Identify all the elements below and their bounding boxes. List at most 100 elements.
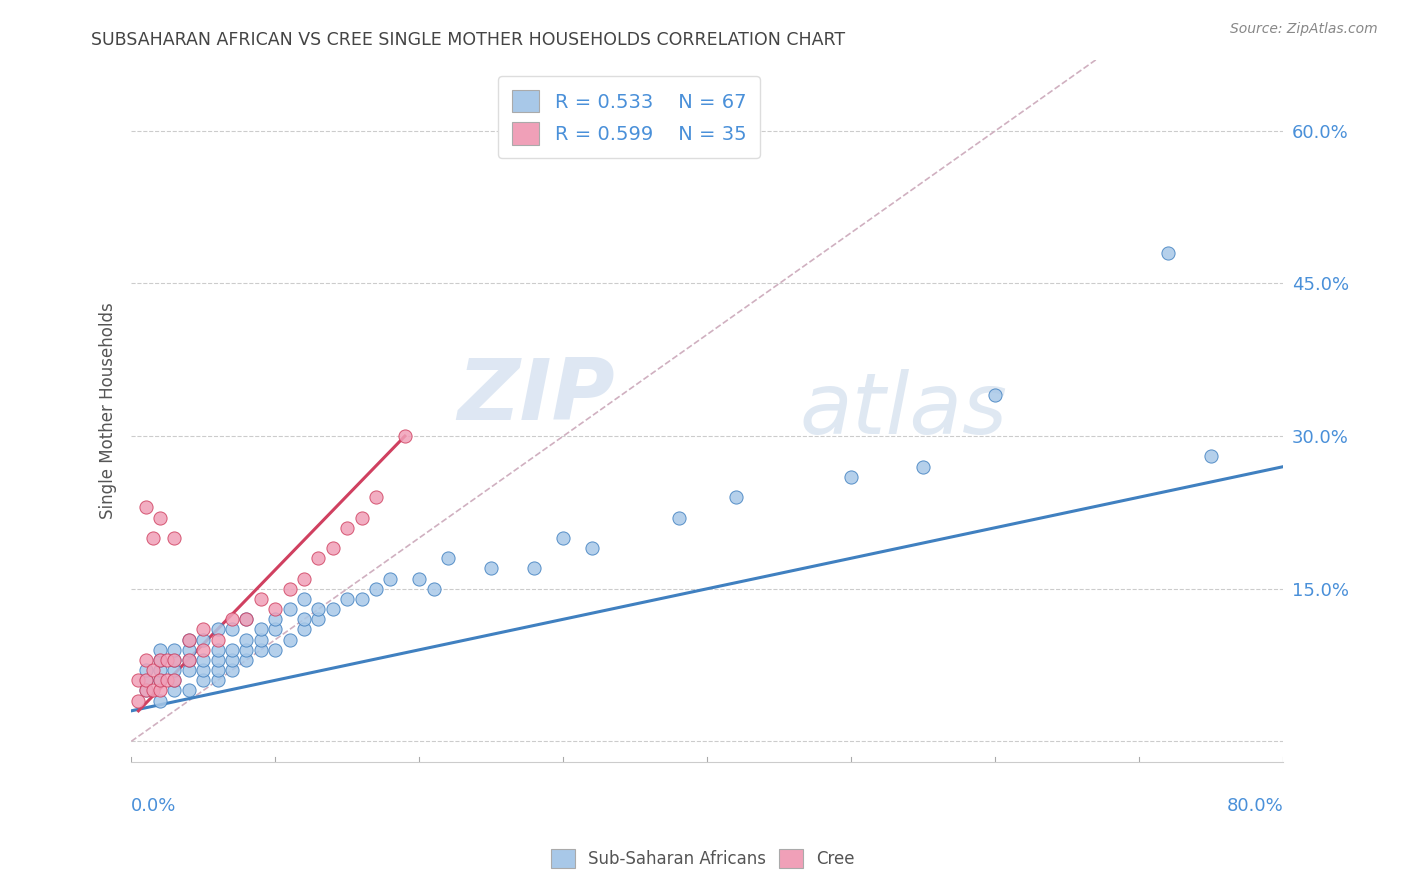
Point [207, 632, 229, 647]
Point [250, 591, 273, 606]
Point [149, 673, 172, 688]
Point [221, 612, 243, 626]
Text: Source: ZipAtlas.com: Source: ZipAtlas.com [1230, 22, 1378, 37]
Point [149, 653, 172, 667]
Point [322, 602, 344, 616]
Point [149, 653, 172, 667]
Point [437, 551, 460, 566]
Point [163, 663, 186, 677]
Point [292, 572, 315, 586]
Point [725, 490, 748, 504]
Y-axis label: Single Mother Households: Single Mother Households [100, 302, 117, 519]
Point [142, 683, 165, 698]
Point [163, 683, 186, 698]
Point [422, 582, 444, 596]
Text: SUBSAHARAN AFRICAN VS CREE SINGLE MOTHER HOUSEHOLDS CORRELATION CHART: SUBSAHARAN AFRICAN VS CREE SINGLE MOTHER… [91, 31, 845, 49]
Point [207, 663, 229, 677]
Point [322, 541, 344, 555]
Point [135, 500, 157, 515]
Point [250, 632, 273, 647]
Point [380, 572, 402, 586]
Point [250, 642, 273, 657]
Point [523, 561, 546, 575]
Point [235, 642, 257, 657]
Point [156, 673, 179, 688]
Point [278, 582, 301, 596]
Point [135, 683, 157, 698]
Point [308, 602, 330, 616]
Point [193, 623, 215, 637]
Point [668, 510, 690, 524]
Legend: R = 0.533    N = 67, R = 0.599    N = 35: R = 0.533 N = 67, R = 0.599 N = 35 [498, 77, 759, 158]
Point [193, 663, 215, 677]
Point [235, 632, 257, 647]
Point [163, 531, 186, 545]
Point [163, 653, 186, 667]
Point [336, 591, 359, 606]
Point [135, 683, 157, 698]
Point [142, 531, 165, 545]
Point [163, 642, 186, 657]
Point [408, 572, 430, 586]
Point [135, 673, 157, 688]
Point [193, 673, 215, 688]
Point [177, 632, 200, 647]
Point [394, 429, 416, 443]
Point [127, 694, 149, 708]
Text: ZIP: ZIP [457, 355, 616, 438]
Text: atlas: atlas [800, 369, 1008, 452]
Point [163, 673, 186, 688]
Point [207, 673, 229, 688]
Text: 0.0%: 0.0% [131, 797, 177, 815]
Point [127, 673, 149, 688]
Point [135, 663, 157, 677]
Point [177, 642, 200, 657]
Point [221, 653, 243, 667]
Point [235, 612, 257, 626]
Point [177, 653, 200, 667]
Point [479, 561, 502, 575]
Legend: Sub-Saharan Africans, Cree: Sub-Saharan Africans, Cree [544, 842, 862, 875]
Point [364, 582, 387, 596]
Point [149, 694, 172, 708]
Point [149, 673, 172, 688]
Point [149, 683, 172, 698]
Point [553, 531, 575, 545]
Point [839, 470, 862, 484]
Point [235, 653, 257, 667]
Point [177, 653, 200, 667]
Point [912, 459, 935, 474]
Point [193, 642, 215, 657]
Point [350, 591, 373, 606]
Point [364, 490, 387, 504]
Point [163, 673, 186, 688]
Point [308, 612, 330, 626]
Text: 80.0%: 80.0% [1226, 797, 1284, 815]
Point [149, 510, 172, 524]
Point [142, 663, 165, 677]
Point [292, 591, 315, 606]
Point [1201, 450, 1223, 464]
Point [149, 642, 172, 657]
Point [177, 663, 200, 677]
Point [135, 653, 157, 667]
Point [193, 653, 215, 667]
Point [336, 521, 359, 535]
Point [250, 623, 273, 637]
Point [264, 602, 287, 616]
Point [207, 653, 229, 667]
Point [149, 663, 172, 677]
Point [264, 642, 287, 657]
Point [135, 673, 157, 688]
Point [350, 510, 373, 524]
Point [221, 663, 243, 677]
Point [193, 632, 215, 647]
Point [264, 623, 287, 637]
Point [278, 632, 301, 647]
Point [163, 653, 186, 667]
Point [264, 612, 287, 626]
Point [292, 623, 315, 637]
Point [221, 623, 243, 637]
Point [308, 551, 330, 566]
Point [984, 388, 1007, 402]
